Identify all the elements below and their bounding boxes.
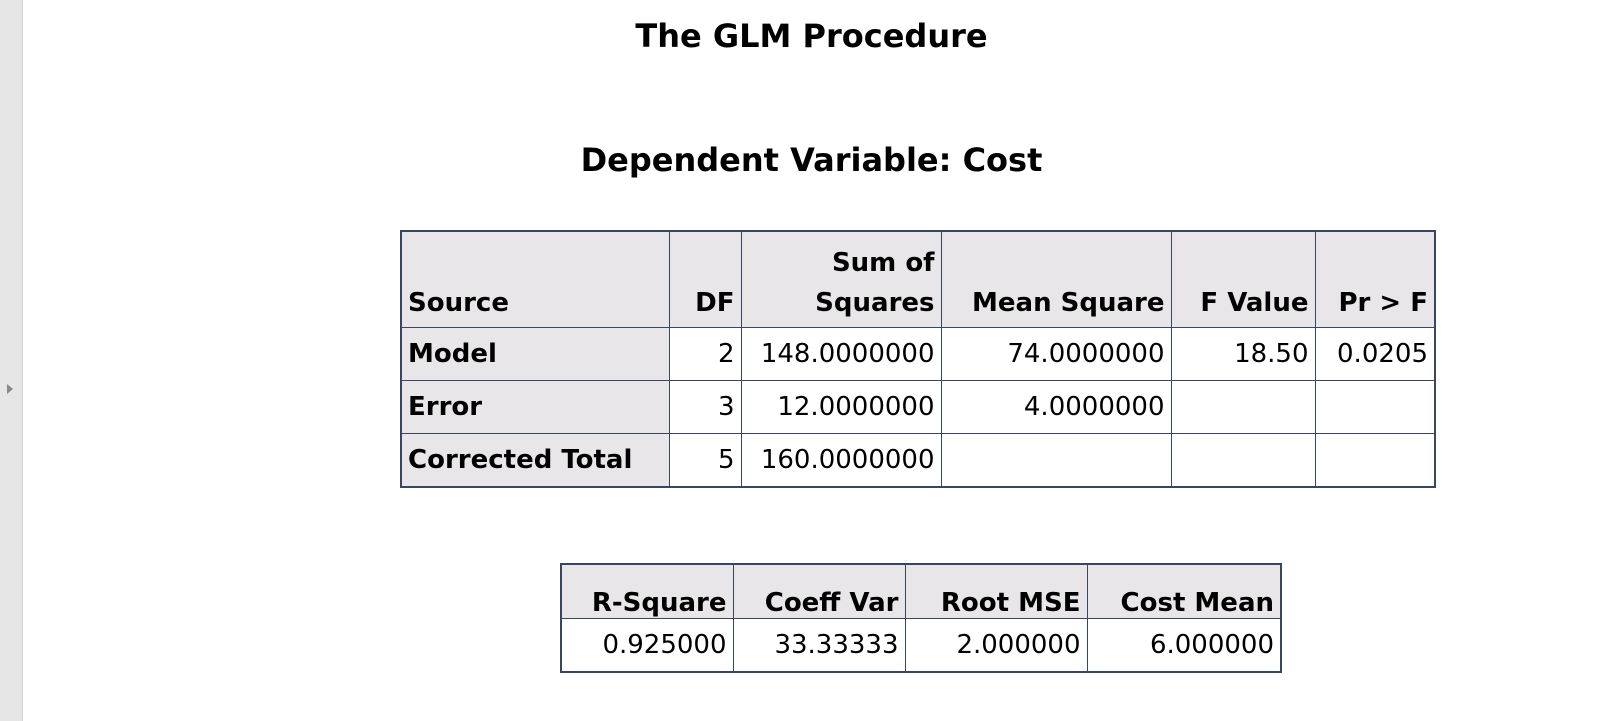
header-source: Source <box>400 230 670 328</box>
cell-mean-square <box>940 433 1172 488</box>
cell-pr-f <box>1314 380 1436 434</box>
cell-f-value <box>1170 433 1316 488</box>
cell-coeff-var: 33.33333 <box>732 618 906 673</box>
fit-statistics-table: R-Square Coeff Var Root MSE Cost Mean 0.… <box>560 563 1282 673</box>
cell-sum-of-squares: 160.0000000 <box>740 433 942 488</box>
cell-cost-mean: 6.000000 <box>1086 618 1282 673</box>
header-df: DF <box>668 230 742 328</box>
anova-table: Source DF Sum of Squares Mean Square F Va… <box>400 230 1436 488</box>
table-row: 0.925000 33.33333 2.000000 6.000000 <box>560 618 1282 673</box>
fit-header-row: R-Square Coeff Var Root MSE Cost Mean <box>560 563 1282 619</box>
header-sum-of-squares: Sum of Squares <box>740 230 942 328</box>
caret-right-icon[interactable] <box>7 384 13 394</box>
cell-f-value: 18.50 <box>1170 327 1316 381</box>
cell-df: 5 <box>668 433 742 488</box>
procedure-title: The GLM Procedure <box>635 17 988 55</box>
header-coeff-var: Coeff Var <box>732 563 906 619</box>
header-f-value: F Value <box>1170 230 1316 328</box>
row-source: Corrected Total <box>400 433 670 488</box>
row-source: Model <box>400 327 670 381</box>
cell-mean-square: 4.0000000 <box>940 380 1172 434</box>
cell-mean-square: 74.0000000 <box>940 327 1172 381</box>
side-panel-strip <box>0 0 23 721</box>
header-ss-line1: Sum of <box>831 248 935 278</box>
table-row: Corrected Total 5 160.0000000 <box>400 433 1436 488</box>
table-row: Model 2 148.0000000 74.0000000 18.50 0.0… <box>400 327 1436 381</box>
header-mean-square: Mean Square <box>940 230 1172 328</box>
row-source: Error <box>400 380 670 434</box>
cell-sum-of-squares: 148.0000000 <box>740 327 942 381</box>
cell-f-value <box>1170 380 1316 434</box>
header-ss-line2: Squares <box>815 288 935 318</box>
cell-root-mse: 2.000000 <box>904 618 1088 673</box>
cell-pr-f <box>1314 433 1436 488</box>
header-root-mse: Root MSE <box>904 563 1088 619</box>
cell-df: 3 <box>668 380 742 434</box>
header-cost-mean: Cost Mean <box>1086 563 1282 619</box>
cell-pr-f: 0.0205 <box>1314 327 1436 381</box>
cell-df: 2 <box>668 327 742 381</box>
header-r-square: R-Square <box>560 563 734 619</box>
dependent-variable-title: Dependent Variable: Cost <box>580 141 1043 179</box>
cell-r-square: 0.925000 <box>560 618 734 673</box>
header-pr-f: Pr > F <box>1314 230 1436 328</box>
anova-header-row: Source DF Sum of Squares Mean Square F Va… <box>400 230 1436 328</box>
cell-sum-of-squares: 12.0000000 <box>740 380 942 434</box>
table-row: Error 3 12.0000000 4.0000000 <box>400 380 1436 434</box>
